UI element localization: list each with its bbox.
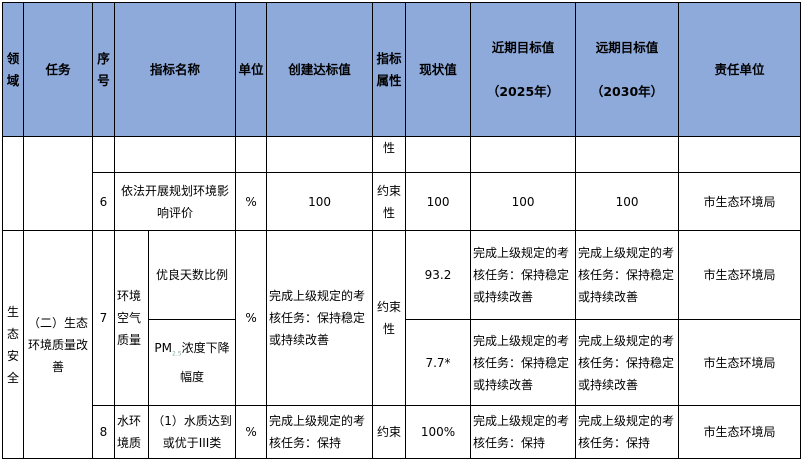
target-cell: 100 bbox=[266, 172, 374, 231]
header-unit: 单位 bbox=[235, 2, 268, 137]
current-cell bbox=[405, 136, 472, 173]
header-name: 指标名称 bbox=[113, 2, 237, 137]
current-cell: 100% bbox=[405, 405, 472, 459]
header-near: 近期目标值 （2025年） bbox=[470, 2, 577, 137]
seq-cell: 8 bbox=[92, 405, 115, 459]
near-cell: 完成上级规定的考核任务：保持稳定或持续改善 bbox=[470, 319, 577, 406]
table-row: PM2.5浓度下降幅度 7.7* 完成上级规定的考核任务：保持稳定或持续改善 完… bbox=[3, 319, 802, 406]
near-cell: 完成上级规定的考核任务：保持稳定或持续改善 bbox=[470, 230, 577, 320]
name-pre: PM bbox=[154, 341, 173, 356]
unit-cell: % bbox=[235, 172, 268, 231]
target-cell bbox=[266, 136, 374, 173]
current-cell: 93.2 bbox=[405, 230, 472, 320]
subcategory-cell: 环境空气质量 bbox=[114, 230, 149, 406]
far-cell: 完成上级规定的考核任务：保持稳定或持续改善 bbox=[575, 230, 680, 320]
far-cell: 完成上级规定的考核任务：保持稳定或持续改善 bbox=[575, 319, 680, 406]
table-row: 8 水环境质 （1）水质达到或优于III类 % 完成上级规定的考核任务：保持 约… bbox=[3, 405, 802, 459]
header-row: 领域 任务 序号 指标名称 单位 创建达标值 指标属性 现状值 近期目标值 （20… bbox=[2, 2, 802, 137]
unit-cell bbox=[235, 136, 268, 173]
near-year: （2025年） bbox=[486, 83, 560, 99]
header-task: 任务 bbox=[23, 2, 93, 137]
unit-cell: % bbox=[235, 230, 268, 406]
seq-cell bbox=[92, 136, 115, 173]
header-attr: 指标属性 bbox=[372, 2, 407, 137]
domain-cell bbox=[2, 136, 24, 231]
far-label: 远期目标值 bbox=[595, 39, 659, 55]
header-seq: 序号 bbox=[92, 2, 115, 137]
header-resp: 责任单位 bbox=[678, 2, 802, 137]
far-cell: 100 bbox=[575, 172, 680, 231]
resp-cell: 市生态环境局 bbox=[678, 319, 802, 406]
domain-cell: 生态安全 bbox=[2, 230, 24, 459]
unit-cell: % bbox=[235, 405, 268, 459]
table-row: 性 bbox=[2, 136, 802, 231]
attr-cell: 约束性 bbox=[372, 172, 407, 231]
current-cell: 100 bbox=[405, 172, 472, 231]
attr-cell: 约束性 bbox=[372, 230, 407, 406]
name-cell bbox=[113, 136, 237, 173]
header-current: 现状值 bbox=[405, 2, 472, 137]
header-domain: 领域 bbox=[2, 2, 24, 137]
near-cell: 完成上级规定的考核任务：保持 bbox=[470, 405, 577, 459]
target-cell: 完成上级规定的考核任务：保持 bbox=[266, 405, 374, 459]
attr-cell: 性 bbox=[372, 136, 407, 173]
resp-cell: 市生态环境局 bbox=[678, 172, 802, 231]
far-cell: 完成上级规定的考核任务：保持 bbox=[575, 405, 680, 459]
seq-cell: 6 bbox=[92, 172, 115, 231]
header-far: 远期目标值 （2030年） bbox=[575, 2, 680, 137]
name-cell: 依法开展规划环境影响评价 bbox=[113, 172, 237, 231]
name-sub: 2.5 bbox=[172, 350, 182, 358]
table-row: 生态安全 （二）生态环境质量改善 7 环境空气质量 优良天数比例 % 完成上级规… bbox=[2, 230, 802, 459]
far-cell bbox=[575, 136, 680, 173]
name-post: 浓度下降幅度 bbox=[180, 341, 230, 384]
near-label: 近期目标值 bbox=[491, 39, 555, 55]
near-cell: 100 bbox=[470, 172, 577, 231]
attr-cell: 约束 bbox=[372, 405, 407, 459]
resp-cell: 市生态环境局 bbox=[678, 230, 802, 320]
name-cell: （1）水质达到或优于III类 bbox=[147, 405, 237, 459]
subcategory-cell: 水环境质 bbox=[114, 405, 149, 459]
task-cell bbox=[23, 136, 93, 231]
current-cell: 7.7* bbox=[405, 319, 472, 406]
name-cell: 优良天数比例 bbox=[147, 230, 237, 320]
task-cell: （二）生态环境质量改善 bbox=[23, 230, 93, 459]
name-cell: PM2.5浓度下降幅度 bbox=[147, 319, 237, 406]
target-cell: 完成上级规定的考核任务：保持稳定或持续改善 bbox=[266, 230, 374, 406]
far-year: （2030年） bbox=[590, 83, 664, 99]
seq-cell: 7 bbox=[92, 230, 115, 406]
near-cell bbox=[470, 136, 577, 173]
header-target: 创建达标值 bbox=[266, 2, 374, 137]
resp-cell: 市生态环境局 bbox=[678, 405, 802, 459]
table-row: 6 依法开展规划环境影响评价 % 100 约束性 100 100 100 市生态… bbox=[3, 172, 802, 231]
resp-cell bbox=[678, 136, 802, 173]
